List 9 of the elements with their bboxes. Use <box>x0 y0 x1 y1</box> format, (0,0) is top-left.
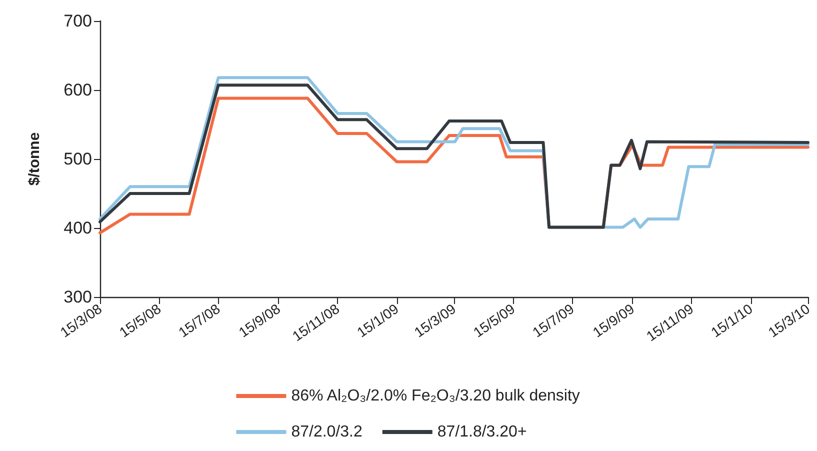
y-tick-label: 400 <box>64 218 92 238</box>
legend-label: 87/1.8/3.20+ <box>437 424 527 440</box>
y-tick-label: 700 <box>64 12 92 30</box>
legend-label: 87/2.0/3.2 <box>291 424 362 440</box>
y-tick-label: 500 <box>64 150 92 168</box>
legend-label: 86% Al₂O₃/2.0% Fe₂O₃/3.20 bulk density <box>291 388 580 404</box>
y-axis-title: $/tonne <box>26 132 43 186</box>
y-tick-label: 300 <box>64 288 92 306</box>
y-tick-label: 600 <box>64 80 92 100</box>
